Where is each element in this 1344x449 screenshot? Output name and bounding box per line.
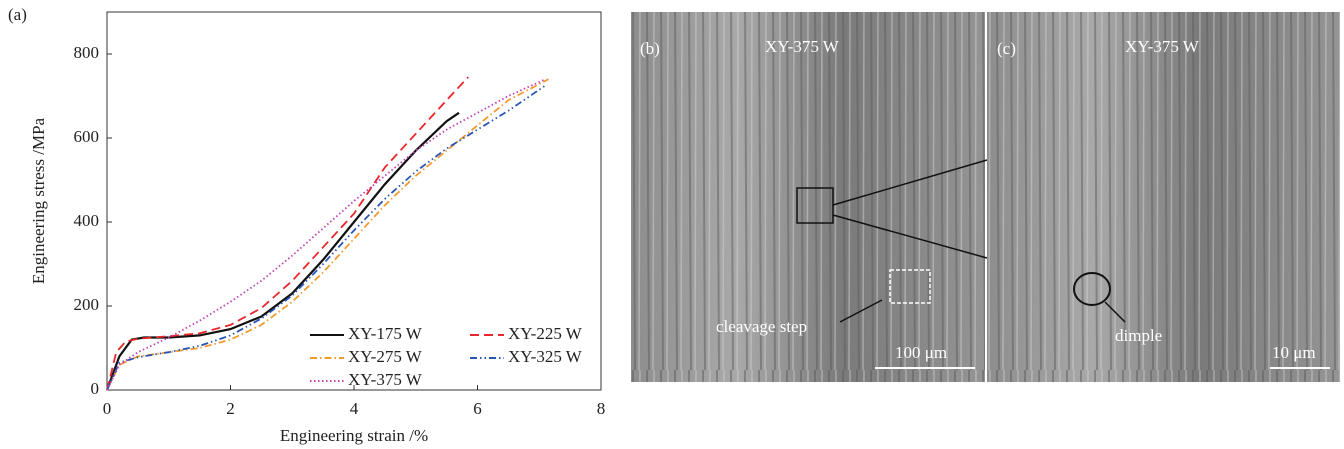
scale-label: 100 μm xyxy=(895,343,947,362)
y-axis-label: Engineering stress /MPa xyxy=(29,117,48,284)
annotation: cleavage step xyxy=(716,317,807,336)
x-tick-label: 0 xyxy=(103,399,112,418)
y-tick-label: 0 xyxy=(91,379,100,398)
annotation: dimple xyxy=(1115,326,1162,345)
y-tick-label: 600 xyxy=(74,127,100,146)
x-tick-label: 4 xyxy=(350,399,359,418)
image-texture xyxy=(631,12,985,382)
series-line xyxy=(107,79,545,390)
legend-label: XY-325 W xyxy=(508,347,583,366)
image-texture xyxy=(987,12,1340,382)
figure: (a) (b) XY-375 W cleavage step 100 μm (c… xyxy=(0,0,1344,449)
y-tick-label: 400 xyxy=(74,211,100,230)
scale-label: 10 μm xyxy=(1272,343,1316,362)
panel-label: (b) xyxy=(640,39,660,58)
legend-label: XY-225 W xyxy=(508,324,583,343)
x-tick-label: 8 xyxy=(597,399,606,418)
legend-label: XY-175 W xyxy=(348,324,423,343)
panel-label: (a) xyxy=(8,5,27,24)
legend-label: XY-375 W xyxy=(348,370,423,389)
x-axis-label: Engineering strain /% xyxy=(280,426,428,445)
series-line xyxy=(107,77,468,390)
sem-image-c: (c) XY-375 W dimple 10 μm xyxy=(987,12,1340,382)
caption: XY-375 W xyxy=(1125,37,1200,56)
series-line xyxy=(107,86,545,391)
y-tick-label: 800 xyxy=(74,43,100,62)
panel-label: (c) xyxy=(997,39,1016,58)
y-tick-label: 200 xyxy=(74,295,100,314)
sem-image-b: (b) XY-375 W cleavage step 100 μm xyxy=(631,12,987,382)
x-tick-label: 6 xyxy=(473,399,482,418)
legend-label: XY-275 W xyxy=(348,347,423,366)
x-tick-label: 2 xyxy=(226,399,235,418)
caption: XY-375 W xyxy=(765,37,840,56)
series-line xyxy=(107,79,549,390)
